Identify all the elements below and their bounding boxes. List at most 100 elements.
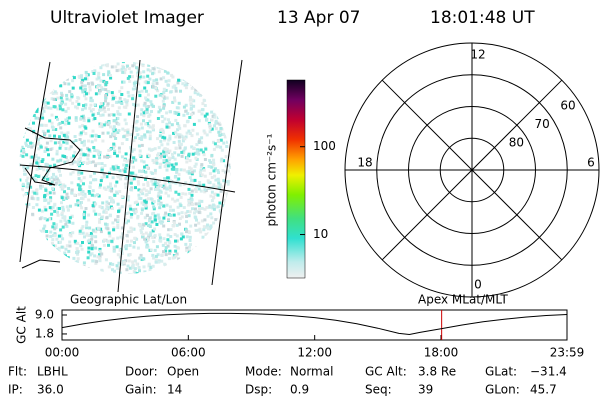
pixel [53, 203, 57, 207]
pixel [69, 234, 73, 238]
pixel [127, 112, 131, 116]
pixel [120, 93, 124, 96]
pixel [21, 148, 25, 152]
pixel [99, 105, 102, 109]
pixel [151, 82, 155, 86]
pixel [156, 89, 160, 93]
pixel [32, 68, 36, 72]
pixel [185, 170, 189, 174]
pixel [94, 240, 98, 244]
pixel [135, 129, 139, 132]
pixel [137, 182, 140, 186]
pixel [199, 253, 202, 257]
pixel [32, 158, 36, 162]
pixel [226, 90, 230, 94]
pixel [148, 225, 152, 228]
field-label: Flt: [8, 365, 27, 379]
pixel [47, 85, 50, 89]
pixel [191, 207, 194, 211]
pixel [104, 94, 108, 98]
pixel [212, 183, 216, 187]
pixel [47, 106, 51, 110]
pixel [83, 235, 86, 239]
pixel [163, 117, 167, 121]
pixel [71, 79, 75, 83]
pixel [207, 69, 211, 73]
pixel [30, 196, 34, 200]
pixel [77, 192, 81, 196]
pixel [147, 147, 151, 151]
pixel [29, 185, 33, 189]
pixel [26, 122, 30, 126]
pixel [162, 87, 166, 91]
date: 13 Apr 07 [277, 8, 360, 28]
title: Ultraviolet Imager [50, 8, 204, 28]
pixel [86, 256, 90, 260]
pixel [205, 243, 209, 247]
pixel [188, 235, 192, 239]
pixel [160, 143, 164, 147]
pixel [46, 245, 50, 249]
pixel [188, 257, 192, 261]
pixel [66, 117, 70, 121]
pixel [129, 133, 133, 137]
pixel [144, 89, 148, 93]
pixel [61, 216, 65, 220]
pixel [211, 78, 215, 82]
pixel [133, 267, 137, 271]
pixel [212, 221, 216, 225]
pixel [207, 246, 210, 250]
pixel [175, 179, 179, 183]
lat-ring [439, 137, 505, 203]
pixel [39, 229, 43, 233]
pixel [24, 97, 28, 101]
pixel [167, 194, 171, 198]
pixel [50, 113, 54, 117]
pixel [166, 164, 170, 168]
pixel [36, 175, 40, 178]
pixel [195, 267, 199, 271]
pixel [78, 187, 81, 191]
pixel [37, 100, 40, 104]
pixel [160, 253, 164, 257]
pixel [190, 172, 194, 176]
pixel [158, 233, 162, 237]
pixel [180, 135, 184, 139]
pixel [70, 273, 74, 274]
pixel [210, 153, 214, 157]
pixel [185, 220, 188, 224]
pixel [20, 94, 24, 98]
pixel [77, 62, 81, 66]
pixel [129, 226, 133, 230]
pixel [27, 110, 31, 114]
pixel [83, 106, 87, 110]
pixel [105, 64, 109, 68]
pixel [56, 213, 60, 217]
pixel [201, 267, 204, 271]
pixel [118, 207, 122, 211]
pixel [59, 158, 63, 162]
pixel [216, 169, 220, 172]
pixel [200, 173, 204, 177]
pixel [38, 253, 42, 257]
pixel [137, 193, 141, 197]
pixel [97, 162, 101, 166]
pixel [92, 178, 95, 182]
pixel [203, 90, 207, 94]
pixel [145, 81, 149, 85]
pixel [107, 72, 111, 76]
pixel [37, 116, 41, 120]
pixel [184, 79, 188, 83]
pixel [24, 192, 28, 196]
pixel [194, 156, 198, 160]
pixel [89, 96, 93, 100]
pixel [32, 129, 36, 133]
pixel [73, 150, 77, 154]
pixel [224, 206, 228, 210]
pixel [157, 202, 161, 206]
pixel [62, 76, 66, 80]
pixel [32, 251, 36, 255]
pixel [140, 126, 144, 130]
pixel [82, 119, 86, 122]
